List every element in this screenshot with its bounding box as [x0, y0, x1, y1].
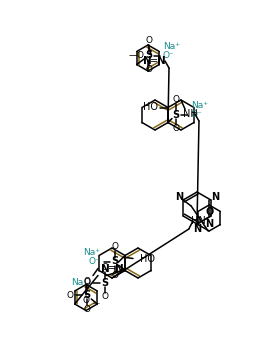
- Text: HO: HO: [140, 253, 155, 264]
- Text: O⁻: O⁻: [163, 51, 174, 60]
- Text: Na⁺: Na⁺: [163, 42, 180, 51]
- Text: O: O: [173, 95, 180, 104]
- Text: O⁻: O⁻: [191, 110, 203, 119]
- Text: O: O: [173, 124, 180, 133]
- Text: Na⁺: Na⁺: [191, 101, 208, 110]
- Text: Na⁺: Na⁺: [83, 248, 100, 257]
- Text: N: N: [115, 264, 123, 273]
- Text: S: S: [84, 290, 91, 300]
- Text: O: O: [83, 296, 90, 305]
- Text: O: O: [145, 36, 152, 45]
- Text: O: O: [111, 271, 118, 280]
- Text: N: N: [193, 224, 201, 234]
- Text: S: S: [172, 110, 180, 119]
- Text: O: O: [145, 65, 152, 74]
- Text: O: O: [102, 292, 109, 301]
- Text: N: N: [101, 264, 109, 273]
- Text: N: N: [205, 219, 213, 229]
- Text: O: O: [205, 207, 213, 217]
- Text: N: N: [143, 56, 151, 66]
- Text: S: S: [145, 51, 152, 60]
- Text: Na: Na: [71, 278, 83, 287]
- Text: O: O: [84, 277, 91, 285]
- Text: O: O: [102, 263, 109, 272]
- Text: —O: —O: [129, 51, 145, 59]
- Text: =: =: [150, 56, 158, 66]
- Text: O⁻: O⁻: [88, 257, 100, 266]
- Text: —: —: [92, 301, 99, 306]
- Text: HO: HO: [143, 103, 158, 112]
- Text: O: O: [84, 305, 91, 313]
- Text: HN: HN: [191, 216, 206, 226]
- Text: O: O: [83, 278, 90, 287]
- Text: O: O: [66, 290, 73, 300]
- Text: O: O: [111, 242, 118, 251]
- Text: =: =: [108, 264, 116, 273]
- Text: S: S: [111, 257, 118, 266]
- Text: N: N: [157, 56, 165, 66]
- Text: N: N: [211, 193, 219, 202]
- Text: NH: NH: [183, 109, 197, 119]
- Text: N: N: [175, 193, 183, 202]
- Text: S: S: [102, 277, 109, 288]
